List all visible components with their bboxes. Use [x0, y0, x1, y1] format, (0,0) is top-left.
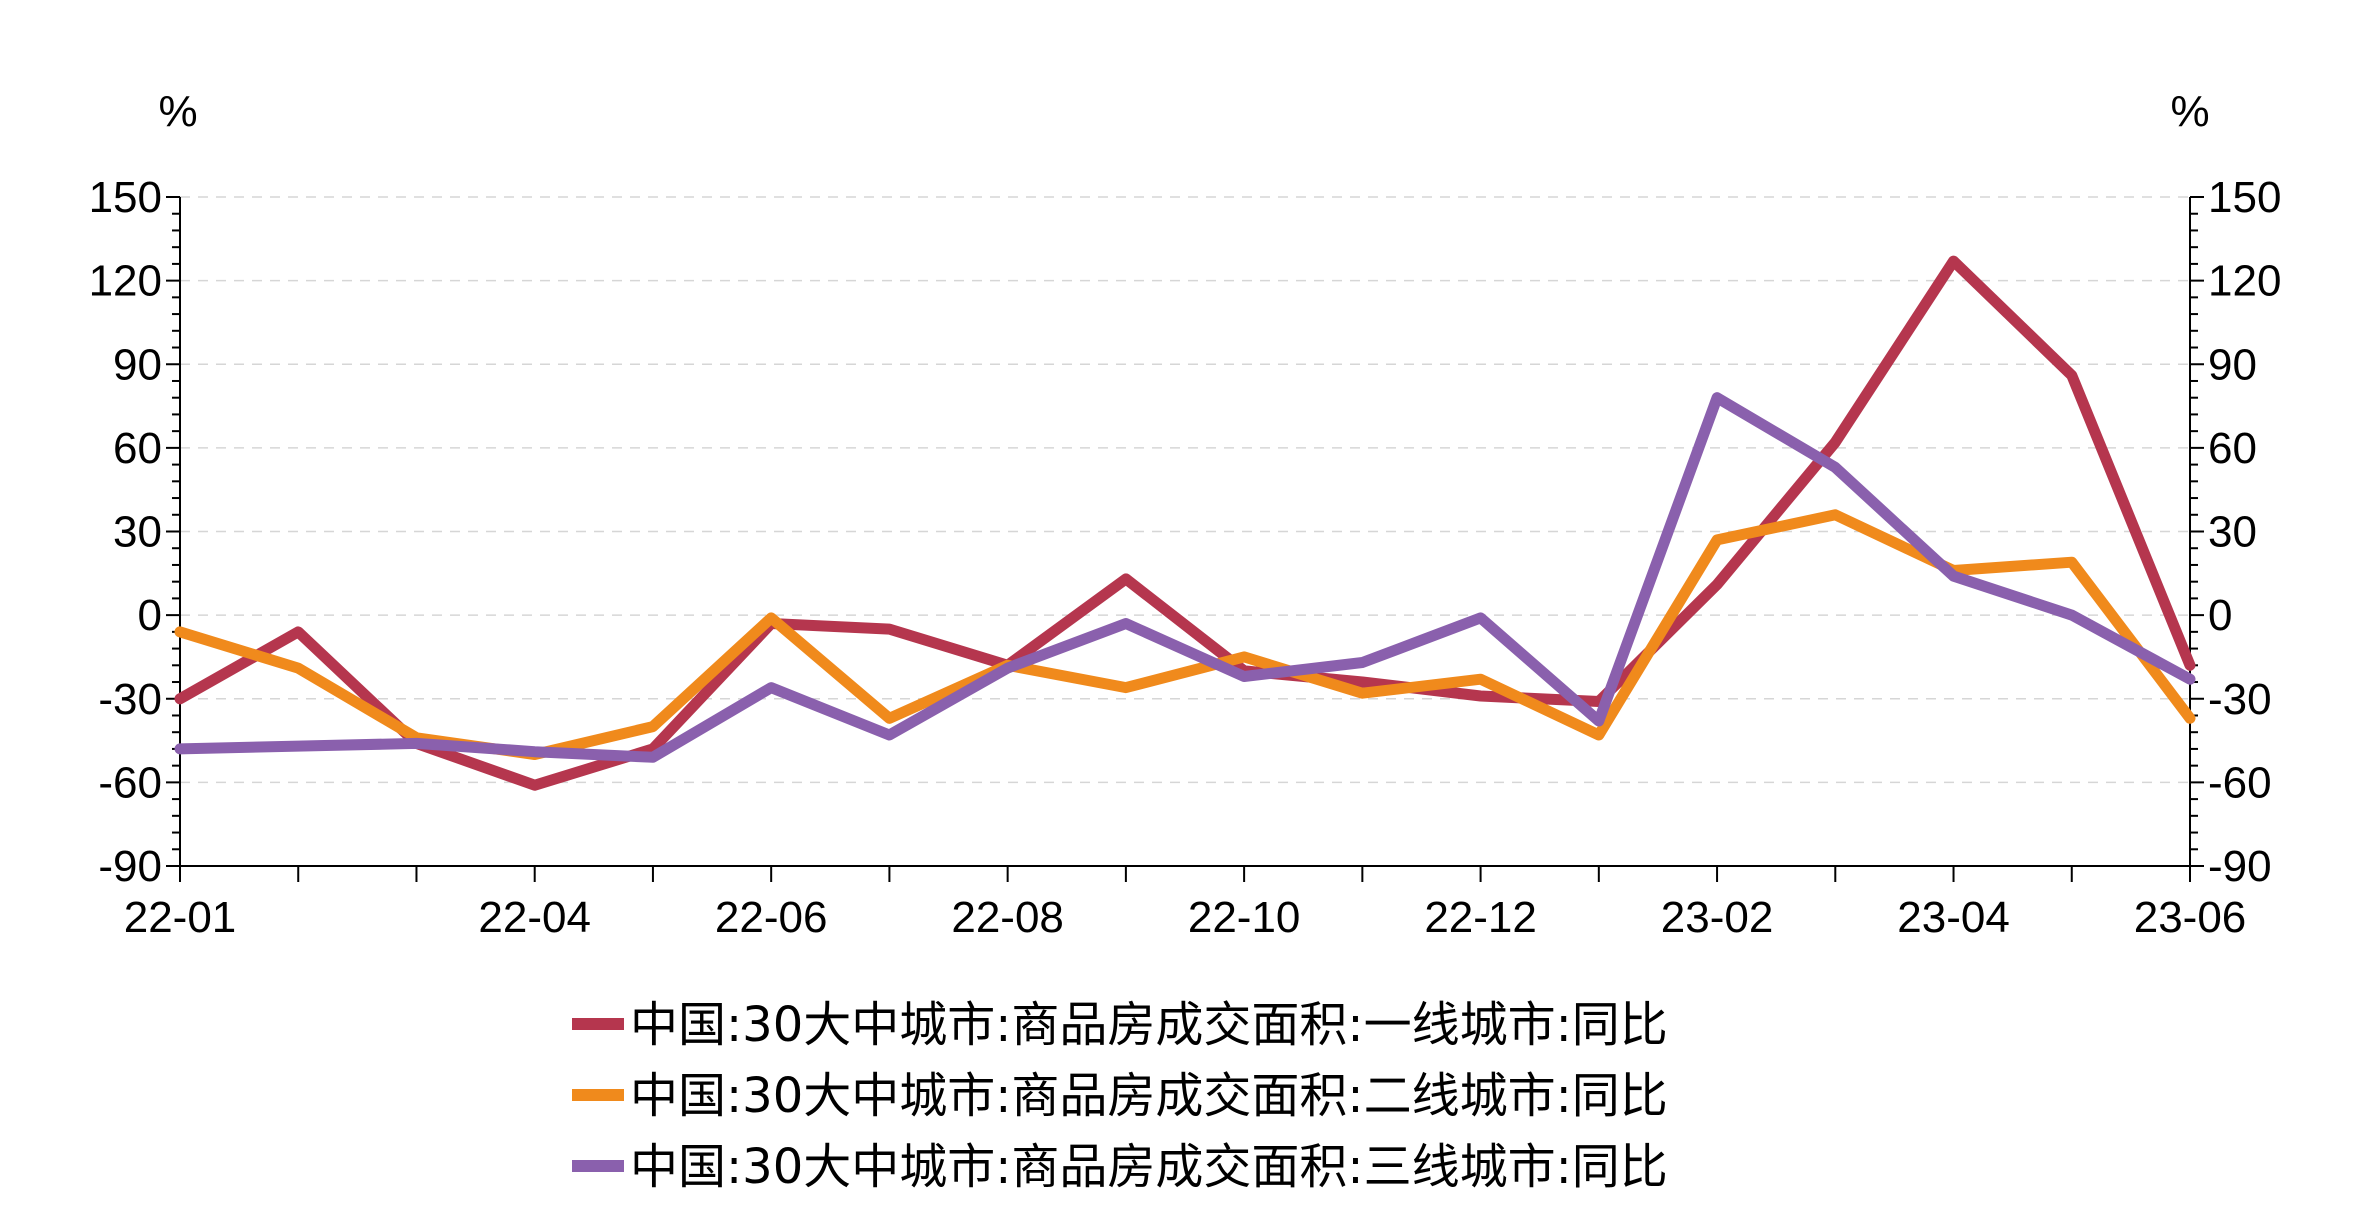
left-y-tick-label: 90: [113, 340, 162, 389]
right-y-tick-label: -60: [2208, 758, 2272, 807]
left-y-tick-label: -30: [98, 675, 162, 724]
axes: % % -90 -90 -60 -60 -30 -30 0 0 30 30 60 60 90 90 120 1…: [89, 87, 2282, 942]
x-tick-label: 22-12: [1424, 893, 1537, 942]
grid-lines: [180, 196, 2190, 784]
left-y-tick-label: 150: [89, 173, 162, 222]
right-y-tick-label: -30: [2208, 675, 2272, 724]
right-y-tick-label: 150: [2208, 173, 2281, 222]
right-unit-label: %: [2170, 87, 2209, 136]
legend-label-3: 中国:30大中城市:商品房成交面积:三线城市:同比: [630, 1139, 1668, 1195]
series-line-2: [174, 509, 2196, 760]
series-line-1: [174, 255, 2196, 791]
right-y-tick-label: -90: [2208, 842, 2272, 891]
x-tick-label: 22-08: [951, 893, 1064, 942]
right-y-tick-label: 0: [2208, 591, 2232, 640]
legend-label-1: 中国:30大中城市:商品房成交面积:一线城市:同比: [630, 997, 1668, 1053]
right-y-tick-label: 60: [2208, 424, 2257, 473]
left-unit-label: %: [158, 87, 197, 136]
legend: 中国:30大中城市:商品房成交面积:一线城市:同比中国:30大中城市:商品房成交…: [572, 997, 1668, 1195]
left-y-tick-label: -60: [98, 758, 162, 807]
x-tick-label: 22-10: [1188, 893, 1301, 942]
right-y-tick-label: 90: [2208, 340, 2257, 389]
x-tick-label: 22-04: [478, 893, 591, 942]
x-tick-label: 22-01: [124, 893, 237, 942]
series-lines: [174, 255, 2196, 791]
left-y-tick-label: 120: [89, 257, 162, 306]
x-tick-label: 23-02: [1661, 893, 1774, 942]
left-y-tick-label: 30: [113, 508, 162, 557]
x-tick-label: 22-06: [715, 893, 828, 942]
right-y-tick-label: 30: [2208, 508, 2257, 557]
series-line-3: [174, 392, 2196, 763]
left-y-tick-label: 60: [113, 424, 162, 473]
left-y-tick-label: 0: [138, 591, 162, 640]
x-tick-label: 23-04: [1897, 893, 2010, 942]
x-tick-label: 23-06: [2134, 893, 2247, 942]
right-y-tick-label: 120: [2208, 257, 2281, 306]
legend-label-2: 中国:30大中城市:商品房成交面积:二线城市:同比: [630, 1068, 1668, 1124]
left-y-tick-label: -90: [98, 842, 162, 891]
